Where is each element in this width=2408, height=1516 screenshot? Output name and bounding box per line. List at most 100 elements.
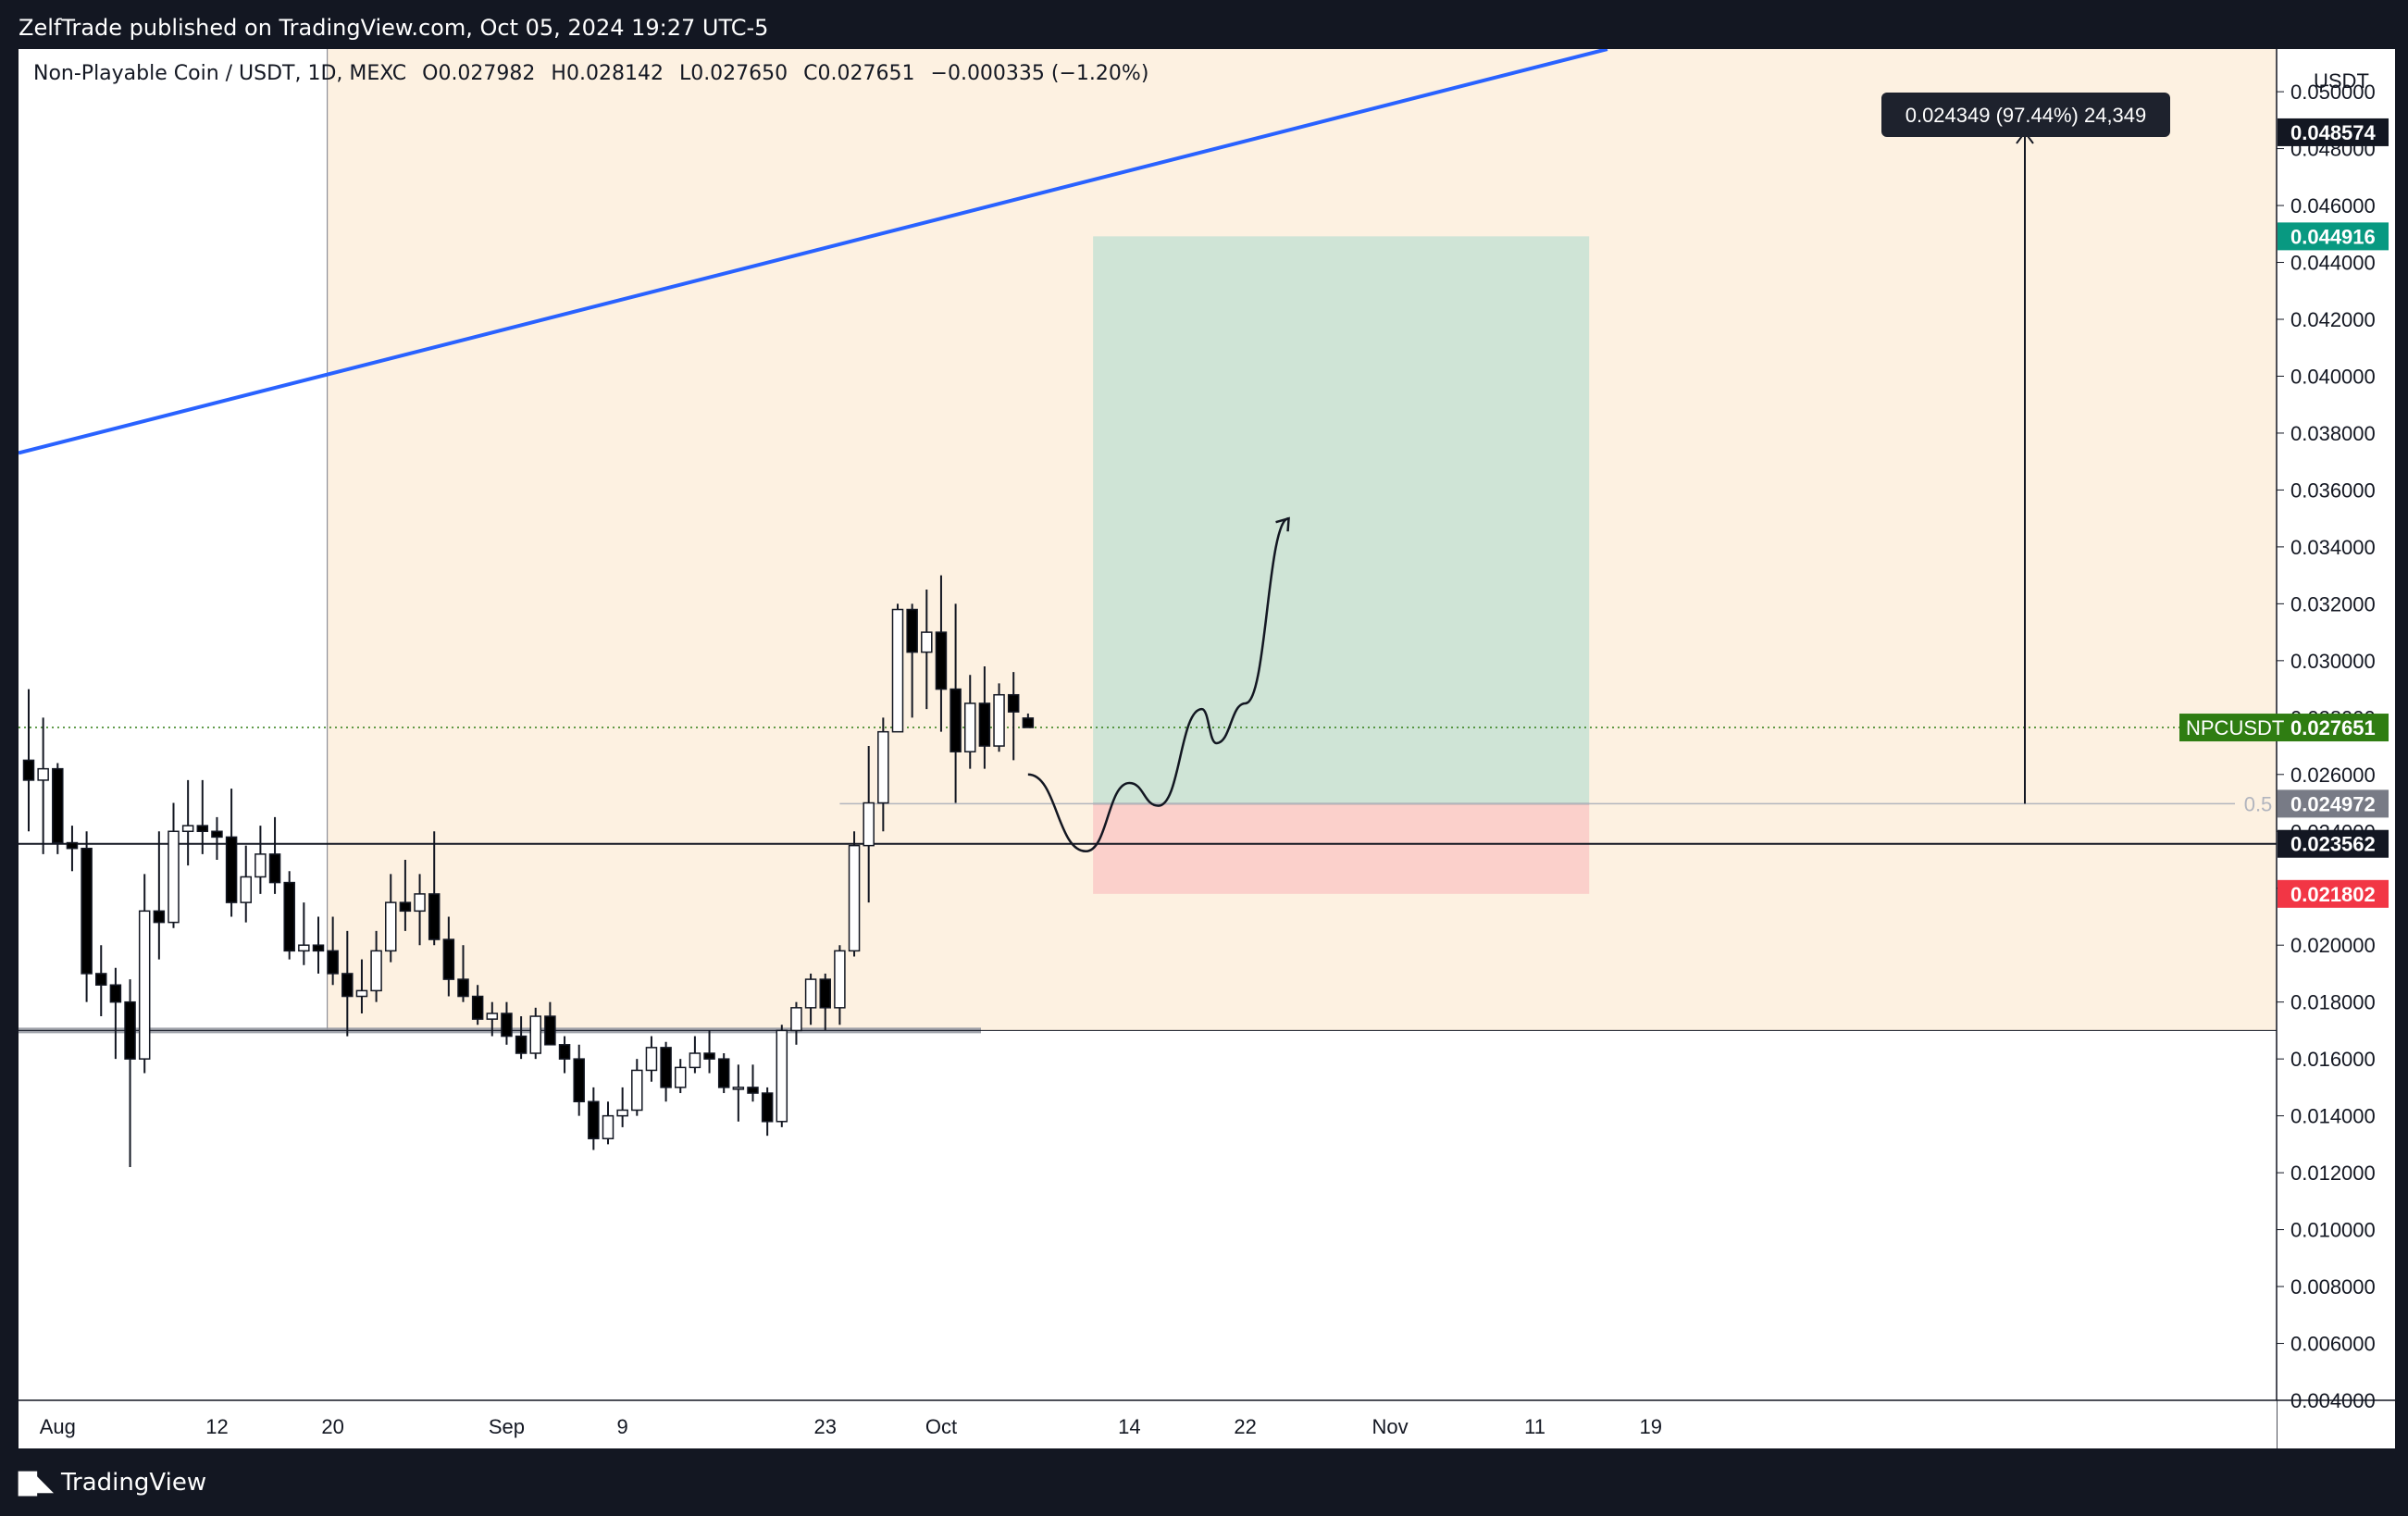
candle (501, 1001, 513, 1045)
support-price-tag-box (2278, 829, 2389, 858)
take-profit-tag-text: 0.044916 (2290, 225, 2376, 248)
time-tick-label: 9 (617, 1415, 628, 1438)
tradingview-brand: TradingView (61, 1469, 207, 1497)
entry-price-tag: 0.024972 (2278, 789, 2389, 818)
price-tick-label: 0.008000 (2290, 1275, 2376, 1299)
candle-body (558, 1044, 571, 1060)
candle (168, 802, 180, 928)
candle (327, 916, 339, 986)
symbol-tag (2179, 714, 2278, 742)
candle-body (37, 767, 49, 781)
candle-body (442, 938, 455, 980)
candle (950, 603, 962, 803)
price-tick-label: 0.032000 (2290, 592, 2376, 615)
candle-body (501, 1013, 513, 1038)
price-tick-label: 0.018000 (2290, 991, 2376, 1014)
time-tick-label: 12 (205, 1415, 228, 1438)
candle (573, 1044, 585, 1116)
candle-body (689, 1052, 701, 1069)
price-tick-label: 0.012000 (2290, 1162, 2376, 1185)
candle (370, 930, 382, 1002)
candle-body (645, 1047, 658, 1072)
price-tick-label: 0.044000 (2290, 252, 2376, 275)
candle (964, 675, 976, 769)
price-tick-label: 0.020000 (2290, 934, 2376, 957)
symbol-title[interactable]: Non-Playable Coin / USDT, 1D, MEXC (33, 62, 407, 85)
candle (124, 979, 136, 1167)
candle (138, 874, 151, 1074)
last-price-tag-text: 0.027651 (2290, 716, 2376, 739)
tradingview-footer[interactable]: ▇◣ TradingView (19, 1464, 206, 1501)
loss-zone (1093, 803, 1590, 894)
candle (1022, 713, 1035, 728)
candle-body (804, 978, 817, 1009)
candle-body (124, 1000, 136, 1060)
candle-body (22, 759, 35, 781)
take-profit-tag-box (2278, 222, 2389, 251)
candle-body (153, 910, 166, 924)
candle (645, 1036, 658, 1082)
candle-body (355, 989, 368, 998)
price-tick-label: 0.014000 (2290, 1105, 2376, 1128)
candle-body (283, 881, 295, 952)
support-price-tag-text: 0.023562 (2290, 833, 2376, 856)
candle-body (660, 1047, 672, 1088)
candle (312, 916, 325, 974)
candle (558, 1036, 571, 1074)
time-tick-label: 22 (1234, 1415, 1256, 1438)
ohlc-change: −0.000335 (−1.20%) (930, 62, 1149, 85)
chart-backgrounds (327, 49, 2278, 1031)
candle-body (240, 876, 252, 903)
projection-path (1027, 516, 1290, 853)
candle-body (588, 1100, 600, 1139)
candle-body (964, 702, 976, 752)
candle-body (211, 830, 223, 839)
candle-body (109, 984, 122, 1003)
candle-body (573, 1058, 585, 1103)
time-tick-label: 14 (1118, 1415, 1140, 1438)
candle (254, 826, 267, 894)
candle (732, 1064, 745, 1122)
price-tick-label: 0.034000 (2290, 536, 2376, 559)
candle-body (819, 978, 831, 1009)
last-price-tag-box (2278, 714, 2389, 742)
candle-body (181, 825, 194, 833)
candle (471, 985, 484, 1025)
candle (399, 860, 412, 931)
target-price-tag: 0.048574 (2278, 118, 2389, 146)
tradingview-logo-icon: ▇◣ (19, 1469, 54, 1497)
blue-trendline (19, 49, 1608, 455)
price-tick-label: 0.050000 (2290, 81, 2376, 104)
candle-body (298, 944, 310, 952)
price-tick-label: 0.046000 (2290, 194, 2376, 217)
price-tick-label: 0.026000 (2290, 764, 2376, 787)
candle (689, 1036, 701, 1074)
chart-panel[interactable]: 0.5 0.024349 (97.44%) 24,349 USDT 0.05000… (19, 49, 2395, 1448)
candle (616, 1087, 628, 1127)
time-tick-label: Aug (40, 1415, 76, 1438)
candle-body (877, 730, 889, 804)
candle-body (703, 1052, 715, 1060)
candle-body (616, 1109, 628, 1117)
candle (761, 1087, 774, 1137)
candle (442, 916, 455, 997)
projection-arrowhead (1275, 516, 1290, 532)
time-tick-label: Oct (925, 1415, 957, 1438)
candle (414, 874, 426, 946)
entry-price-tag-box (2278, 789, 2389, 818)
measure-label-text: 0.024349 (97.44%) 24,349 (1905, 104, 2147, 127)
candle-body (486, 1013, 499, 1020)
candle (819, 973, 831, 1031)
candle (515, 1016, 528, 1060)
candle-body (761, 1092, 774, 1123)
price-chart[interactable]: 0.5 0.024349 (97.44%) 24,349 USDT0.05000… (19, 49, 2395, 1448)
candle-body (993, 693, 1005, 747)
candle-body (515, 1035, 528, 1054)
target-price-tag-text: 0.048574 (2290, 121, 2377, 144)
candle-body (399, 901, 412, 913)
time-tick-label: 23 (814, 1415, 837, 1438)
candle (544, 1001, 556, 1046)
candle-body (529, 1015, 541, 1054)
candle-body (921, 631, 933, 653)
